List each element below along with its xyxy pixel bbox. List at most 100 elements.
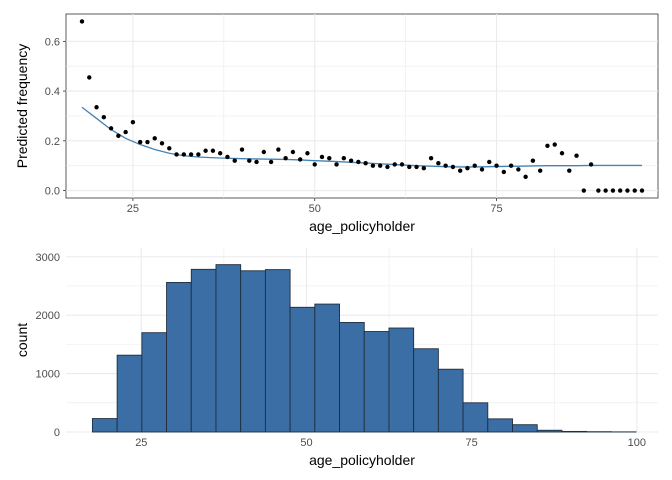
histogram-bar (215, 264, 242, 433)
histogram-bar (388, 327, 415, 433)
scatter-point (188, 152, 194, 157)
scatter-point (167, 146, 172, 151)
histogram-bar (190, 268, 217, 433)
scatter-point (363, 160, 368, 166)
histogram-bar (314, 303, 340, 433)
scatter-point (101, 114, 107, 120)
scatter-point (108, 126, 114, 131)
histogram-bar (413, 348, 439, 433)
scatter-point (87, 75, 92, 80)
scatter-point (327, 156, 332, 161)
scatter-point (254, 159, 259, 165)
scatter-point (617, 188, 623, 193)
scatter-point (479, 167, 485, 172)
scatter-x-ticks: 25 50 75 (127, 198, 503, 215)
scatter-point (574, 153, 579, 158)
histogram-bar (487, 418, 513, 433)
scatter-point (137, 139, 143, 145)
scatter-point (79, 19, 85, 24)
scatter-point (145, 139, 150, 145)
histogram-x-axis-title: age_policyholder (309, 452, 415, 468)
scatter-point (407, 164, 412, 170)
histogram-bar (289, 306, 316, 433)
scatter-point (348, 158, 354, 163)
histogram-x-tick-label: 75 (466, 437, 478, 449)
scatter-point (610, 188, 616, 193)
scatter-point (494, 163, 499, 168)
scatter-point (530, 158, 536, 163)
scatter-panel: 25 50 75 0.0 0.2 0.4 0.6 age_policyholder Pre… (14, 13, 659, 234)
histogram-y-tick-label: 0 (54, 427, 60, 439)
scatter-points (79, 19, 645, 193)
scatter-point (377, 163, 383, 168)
scatter-point (159, 141, 165, 146)
scatter-point (436, 160, 441, 166)
scatter-point (392, 162, 397, 167)
scatter-point (508, 163, 514, 168)
scatter-x-axis-title: age_policyholder (309, 218, 415, 234)
histogram-x-tick-label: 50 (300, 437, 312, 449)
scatter-point (210, 148, 216, 153)
histogram-x-ticks: 25 50 75 100 (135, 437, 646, 449)
scatter-point (603, 188, 608, 193)
scatter-point (319, 154, 325, 160)
scatter-point (356, 159, 361, 165)
scatter-point (559, 151, 565, 156)
scatter-point (457, 168, 463, 173)
scatter-point (239, 147, 245, 152)
scatter-point (552, 142, 557, 147)
histogram-bar (561, 430, 588, 433)
scatter-point (588, 162, 594, 167)
scatter-x-tick-label: 75 (490, 203, 502, 215)
scatter-x-tick-label: 25 (127, 203, 139, 215)
histogram-bar (512, 424, 538, 433)
histogram-x-tick-label: 100 (628, 437, 646, 449)
scatter-point (116, 133, 121, 139)
histogram-y-tick-label: 2000 (36, 310, 60, 322)
scatter-point (487, 159, 492, 165)
scatter-point (297, 157, 303, 162)
scatter-point (152, 136, 157, 141)
scatter-point (123, 129, 128, 135)
scatter-point (639, 188, 645, 193)
scatter-point (399, 162, 405, 167)
scatter-point (196, 152, 201, 157)
scatter-point (625, 188, 630, 193)
scatter-point (203, 148, 208, 153)
histogram-y-tick-label: 1000 (36, 369, 60, 381)
scatter-point (181, 152, 187, 157)
scatter-point (276, 147, 281, 152)
scatter-point (516, 167, 521, 172)
scatter-y-ticks: 0.0 0.2 0.4 0.6 (45, 36, 66, 198)
scatter-y-tick-label: 0.4 (45, 86, 60, 98)
scatter-panel-border (65, 13, 659, 199)
scatter-y-tick-label: 0.0 (45, 186, 60, 198)
scatter-point (450, 164, 456, 170)
scatter-point (421, 165, 427, 171)
histogram-bar (166, 282, 192, 433)
scatter-y-axis-title: Predicted frequency (14, 44, 30, 169)
scatter-point (370, 163, 376, 168)
histogram-y-axis-title: count (14, 323, 30, 357)
scatter-point (414, 164, 419, 170)
histogram-bar (339, 322, 365, 433)
scatter-point (632, 188, 637, 193)
histogram-y-tick-label: 3000 (36, 252, 60, 264)
scatter-point (428, 156, 434, 161)
histogram-bar (264, 269, 291, 433)
scatter-point (94, 105, 99, 110)
scatter-point (472, 163, 477, 168)
histogram-x-tick-label: 25 (135, 437, 147, 449)
scatter-point (385, 164, 390, 170)
scatter-point (443, 163, 448, 168)
scatter-point (261, 149, 267, 155)
histogram-bar (240, 270, 266, 433)
histogram-bar (116, 354, 143, 433)
scatter-point (268, 159, 274, 165)
scatter-x-tick-label: 50 (309, 203, 321, 215)
histogram-bar (462, 402, 489, 433)
scatter-point (545, 143, 550, 148)
histogram-panel: 25 50 75 100 0 1000 2000 3000 age_policyholder… (14, 248, 658, 468)
scatter-point (501, 169, 507, 175)
scatter-point (305, 151, 310, 156)
